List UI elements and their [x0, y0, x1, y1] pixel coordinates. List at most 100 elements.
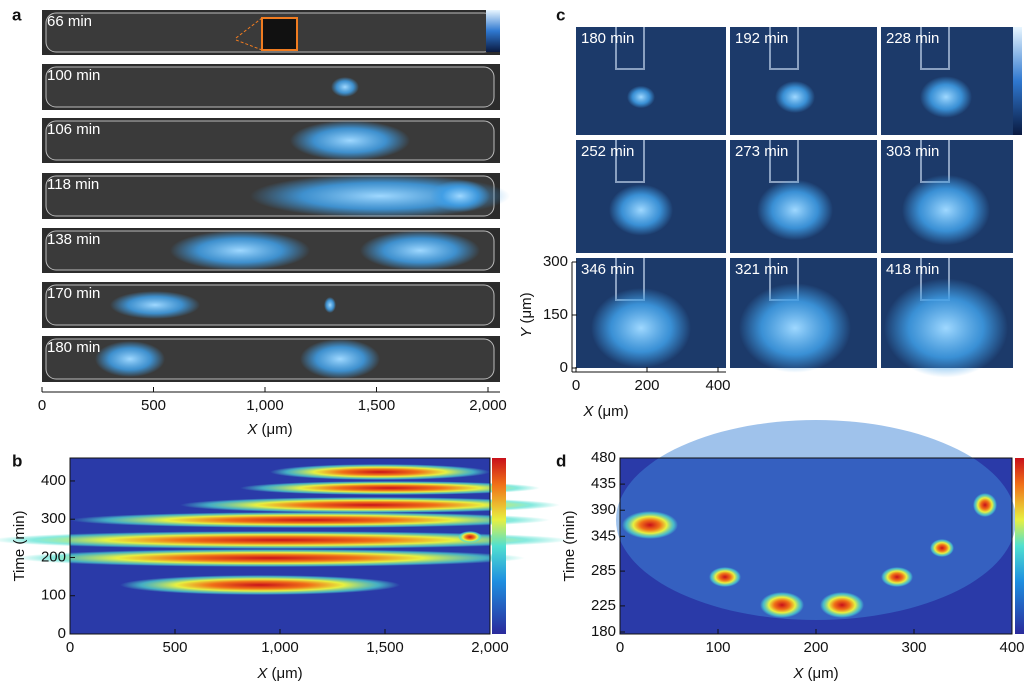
heat-band — [120, 575, 400, 595]
axis-label: X (μm) — [246, 421, 292, 438]
colony — [591, 288, 691, 368]
x-tick-label: 300 — [901, 639, 926, 656]
panel-label: c — [556, 5, 565, 24]
frame-label: 321 min — [735, 261, 788, 278]
pipette — [920, 27, 950, 70]
heat-spot — [930, 539, 954, 557]
heat-spot — [709, 567, 741, 587]
x-tick-label: 400 — [705, 377, 730, 394]
colony — [609, 184, 673, 236]
panel-label: b — [12, 451, 22, 470]
x-tick-label: 1,500 — [358, 397, 396, 414]
frame-label: 252 min — [581, 143, 634, 160]
signal-blob — [290, 120, 410, 161]
frame-label: 418 min — [886, 261, 939, 278]
axis-label: Time (min) — [11, 510, 28, 581]
y-tick-label: 285 — [591, 562, 616, 579]
panel-label: d — [556, 451, 566, 470]
x-tick-label: 2,000 — [471, 639, 509, 656]
signal-blob — [95, 341, 165, 377]
colorbar — [1015, 458, 1024, 634]
heat-spot — [881, 567, 913, 587]
frame-label: 192 min — [735, 30, 788, 47]
pipette — [615, 27, 645, 70]
y-tick-label: 100 — [41, 587, 66, 604]
frame-label: 170 min — [47, 285, 100, 302]
heat-band — [70, 512, 550, 528]
frame-label: 138 min — [47, 231, 100, 248]
x-tick-label: 1,000 — [261, 639, 299, 656]
axis-label: X (μm) — [582, 403, 628, 420]
heat-band — [240, 481, 540, 495]
colony — [627, 85, 655, 109]
heat-band — [15, 549, 525, 567]
colony — [902, 174, 990, 246]
axis-label-var: X — [582, 403, 594, 420]
x-tick-label: 200 — [634, 377, 659, 394]
y-tick-label: 300 — [543, 253, 568, 270]
y-tick-label: 390 — [591, 501, 616, 518]
y-tick-label: 225 — [591, 597, 616, 614]
y-tick-label: 0 — [560, 359, 568, 376]
axis-label-var: X — [256, 665, 268, 682]
frame-label: 100 min — [47, 67, 100, 84]
y-tick-label: 200 — [41, 548, 66, 565]
heat-spot — [760, 592, 804, 618]
signal-blob — [324, 297, 336, 313]
y-tick-label: 150 — [543, 306, 568, 323]
signal-blob — [360, 230, 480, 271]
heat-spot — [973, 493, 997, 517]
y-tick-label: 300 — [41, 510, 66, 527]
signal-blob — [300, 339, 380, 379]
colorbar — [492, 458, 506, 634]
axis-label: X (μm) — [792, 665, 838, 682]
x-tick-label: 0 — [572, 377, 580, 394]
x-tick-label: 2,000 — [469, 397, 507, 414]
channel — [45, 120, 495, 161]
colorbar — [1013, 27, 1022, 135]
frame-label: 228 min — [886, 30, 939, 47]
microscopy-frame — [576, 27, 726, 135]
frame-label: 303 min — [886, 143, 939, 160]
heat-spot — [622, 511, 678, 539]
axis-label-unit: (μm) — [518, 292, 535, 323]
x-tick-label: 200 — [803, 639, 828, 656]
y-tick-label: 345 — [591, 527, 616, 544]
axis-label-var: X — [246, 421, 258, 438]
x-tick-label: 0 — [66, 639, 74, 656]
colony — [884, 278, 1008, 378]
frame-label: 118 min — [47, 176, 99, 193]
axis-label: Time (min) — [561, 510, 578, 581]
x-tick-label: 500 — [141, 397, 166, 414]
axis-label: X (μm) — [256, 665, 302, 682]
frame-label: 273 min — [735, 143, 788, 160]
y-tick-label: 435 — [591, 475, 616, 492]
x-tick-label: 400 — [999, 639, 1024, 656]
axis-label-unit: (μm) — [262, 421, 293, 438]
colony — [775, 81, 815, 113]
x-tick-label: 1,500 — [366, 639, 404, 656]
axis-label-unit: (μm) — [808, 665, 839, 682]
microscopy-frame — [730, 27, 877, 135]
axis-label-var: X — [792, 665, 804, 682]
x-tick-label: 1,000 — [246, 397, 284, 414]
heat-band — [0, 531, 570, 549]
frame-label: 180 min — [47, 339, 100, 356]
x-tick-label: 100 — [705, 639, 730, 656]
pipette — [769, 27, 799, 70]
colorbar — [486, 10, 500, 52]
signal-blob — [110, 291, 200, 319]
colony — [757, 179, 833, 241]
y-tick-label: 0 — [58, 625, 66, 642]
panel-label: a — [12, 5, 22, 24]
frame-label: 180 min — [581, 30, 634, 47]
signal-blob — [331, 77, 359, 97]
frame-label: 66 min — [47, 13, 92, 30]
signal-blob — [430, 180, 490, 212]
colony — [920, 76, 972, 118]
axis-label: Y (μm) — [518, 292, 535, 337]
frame-label: 346 min — [581, 261, 634, 278]
heat-spot — [820, 592, 864, 618]
y-tick-label: 480 — [591, 449, 616, 466]
colony — [739, 283, 851, 373]
